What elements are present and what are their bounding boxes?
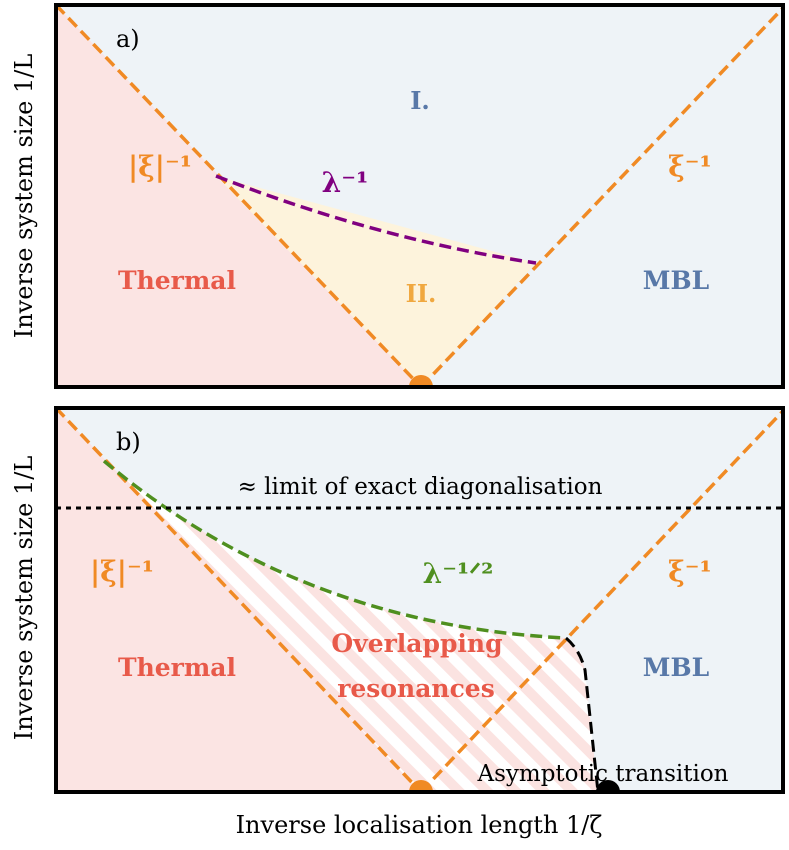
panel-b-overlap-label-line1: Overlapping bbox=[331, 629, 502, 658]
panel-b-y-axis-label: Inverse system size 1/L bbox=[10, 456, 38, 741]
panel-a-critical-point bbox=[409, 375, 433, 387]
panel-b-thermal-label: Thermal bbox=[118, 653, 236, 682]
panel-b-curve-label: λ⁻¹ᐟ² bbox=[423, 557, 494, 590]
panel-b-critical-point bbox=[409, 780, 433, 792]
panel-b-overlap-label-line2: resonances bbox=[337, 674, 495, 703]
x-axis-label: Inverse localisation length 1/ζ bbox=[236, 811, 603, 839]
panel-b-left-boundary-line bbox=[56, 408, 423, 792]
panel-a-tag: a) bbox=[116, 25, 140, 53]
panel-b-mbl-label: MBL bbox=[643, 653, 710, 682]
panel-a: a) I. II. Thermal MBL |ξ|⁻¹ ξ⁻¹ λ⁻¹ bbox=[54, 3, 785, 389]
panel-a-lambda-curve bbox=[215, 174, 537, 265]
panel-a-right-boundary-line bbox=[419, 6, 783, 387]
panel-a-left-boundary-line bbox=[56, 5, 423, 387]
panel-b-limit-label: ≈ limit of exact diagonalisation bbox=[238, 474, 603, 500]
panel-b-right-line-label: ξ⁻¹ bbox=[668, 555, 712, 588]
panel-a-right-line-label: ξ⁻¹ bbox=[668, 150, 712, 183]
panel-b-asymptotic-label: Asymptotic transition bbox=[476, 761, 728, 787]
panel-b-left-line-label: |ξ|⁻¹ bbox=[90, 555, 154, 588]
panel-b-overlap-region bbox=[104, 461, 598, 792]
panel-b-right-boundary-line bbox=[419, 409, 783, 792]
panel-a-frame bbox=[54, 3, 785, 389]
panel-a-y-axis-label: Inverse system size 1/L bbox=[10, 54, 38, 339]
panel-b-frame bbox=[54, 406, 785, 794]
panel-a-curve-label: λ⁻¹ bbox=[322, 166, 369, 199]
panel-a-thermal-label: Thermal bbox=[118, 266, 236, 295]
panel-a-region-ii bbox=[216, 176, 536, 387]
panel-b-asymptotic-curve bbox=[565, 636, 600, 792]
panel-b-tag: b) bbox=[116, 428, 141, 456]
panel-a-mbl-label: MBL bbox=[643, 266, 710, 295]
panel-b-asymptotic-point bbox=[596, 780, 620, 792]
panel-a-region-i-label: I. bbox=[410, 86, 430, 115]
panel-a-left-line-label: |ξ|⁻¹ bbox=[128, 150, 192, 183]
panel-b: b) ≈ limit of exact diagonalisation Ther… bbox=[54, 406, 785, 794]
panel-a-region-ii-label: II. bbox=[406, 279, 437, 308]
